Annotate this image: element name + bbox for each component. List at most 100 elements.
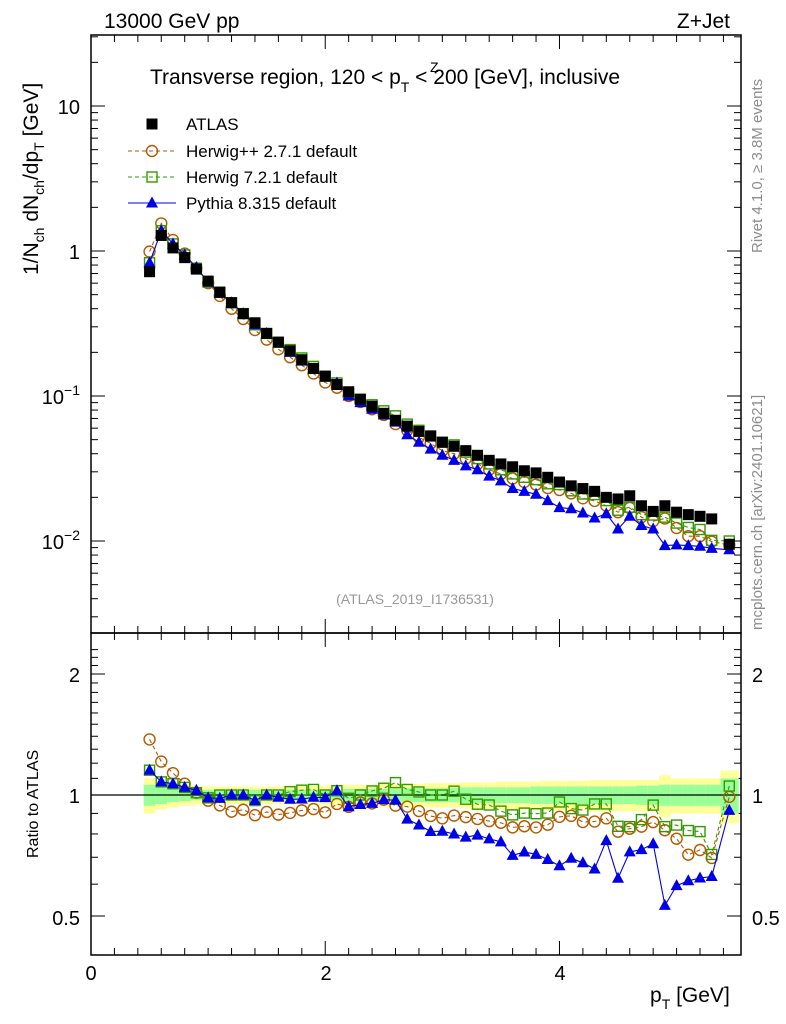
ratio-point — [506, 821, 519, 834]
ratio-frame — [90, 632, 742, 956]
ratio-point — [166, 766, 180, 780]
ratio-point — [612, 820, 624, 832]
data-point — [588, 511, 601, 523]
ratio-point — [389, 793, 402, 805]
data-point — [577, 483, 589, 495]
ratio-point — [670, 879, 683, 891]
ratio-point — [646, 815, 660, 829]
data-point — [694, 539, 707, 551]
plot-title-part1: Transverse region, 120 < p — [150, 66, 401, 89]
data-point — [624, 490, 636, 502]
ratio-point — [530, 847, 543, 859]
ratio-point — [553, 859, 566, 871]
ratio-point — [319, 791, 332, 803]
data-point — [413, 425, 425, 437]
ratio-point — [518, 807, 531, 819]
data-point — [647, 505, 659, 517]
ratio-point — [600, 798, 613, 810]
legend-marker — [146, 171, 158, 183]
data-point — [506, 482, 519, 494]
data-point — [565, 502, 578, 514]
ratio-point — [330, 797, 344, 811]
axis-ticks — [90, 35, 741, 956]
data-point — [612, 493, 624, 505]
ratio-tick-label-right: 1 — [752, 786, 763, 808]
ratio-point — [424, 825, 437, 837]
data-point — [436, 448, 449, 460]
ratio-point — [284, 792, 297, 804]
data-point — [378, 407, 390, 419]
ratio-point — [635, 843, 648, 855]
plot-title-part2: < 200 [GeV], inclusive — [409, 66, 620, 89]
data-point — [144, 266, 156, 278]
ratio-point — [143, 733, 156, 746]
ratio-point — [530, 808, 542, 820]
data-point — [706, 513, 718, 525]
ratio-point — [647, 799, 659, 811]
data-point — [237, 308, 249, 320]
ratio-point — [518, 845, 531, 857]
ratio-point — [260, 788, 273, 800]
y-tick-label: 10−1 — [42, 382, 80, 409]
data-point — [448, 440, 460, 452]
ratio-point — [670, 832, 683, 845]
ratio-point — [248, 794, 261, 806]
data-point — [600, 507, 613, 519]
data-point — [494, 474, 507, 486]
plot-title: Transverse region, 120 < pT < 200 [GeV],… — [150, 66, 620, 95]
ratio-point — [506, 809, 519, 821]
ratio-point — [635, 813, 648, 826]
ratio-point — [494, 816, 508, 829]
ratio-point — [237, 803, 250, 816]
legend-marker — [146, 118, 158, 130]
ratio-point — [471, 828, 484, 840]
ratio-point — [623, 845, 636, 857]
ratio-point — [600, 812, 613, 825]
legend-marker — [146, 196, 158, 208]
ratio-point — [694, 825, 706, 838]
data-point — [659, 511, 671, 523]
data-point — [459, 459, 472, 471]
ratio-point — [483, 832, 496, 844]
ratio-point — [260, 805, 273, 819]
ratio-point — [366, 785, 378, 797]
ratio-point — [565, 802, 577, 815]
data-point — [682, 539, 695, 551]
ratio-point — [319, 806, 332, 819]
data-point — [682, 521, 694, 534]
ratio-point — [529, 821, 543, 834]
x-axis-label-main: p — [650, 984, 662, 1007]
ratio-point — [295, 792, 308, 804]
data-point — [623, 509, 636, 521]
ratio-point — [248, 809, 262, 822]
x-tick-label: 0 — [85, 963, 96, 985]
ratio-point — [494, 835, 507, 847]
series-atlas-main — [144, 229, 735, 550]
data-point — [600, 491, 612, 503]
ratio-panel — [90, 632, 742, 956]
data-point — [589, 485, 601, 497]
data-point — [483, 454, 495, 466]
ratio-point — [283, 806, 297, 820]
data-point — [647, 522, 660, 534]
ratio-point — [295, 804, 309, 817]
data-point — [436, 436, 448, 448]
data-point — [671, 506, 683, 518]
ratio-point — [166, 777, 179, 789]
data-point — [179, 252, 191, 264]
ratio-point — [307, 802, 320, 816]
y-tick-label: 10 — [58, 97, 80, 119]
ratio-point — [412, 804, 426, 818]
data-point — [576, 506, 589, 518]
data-point — [412, 435, 425, 447]
ratio-point — [213, 791, 226, 803]
ratio-point — [447, 809, 461, 822]
data-point — [612, 504, 624, 516]
ratio-point — [389, 776, 402, 789]
main-ylabel: 1/Nch dNch/dpT [GeV] — [20, 83, 47, 275]
data-point — [296, 354, 308, 366]
plot-title-sup: Z — [430, 59, 439, 75]
tick-labels: 0 2 4 10 1 10−1 10−2 2 1 0.5 2 1 0.5 — [42, 97, 780, 985]
ratio-point — [612, 871, 625, 883]
ratio-tick-label: 0.5 — [52, 908, 80, 930]
